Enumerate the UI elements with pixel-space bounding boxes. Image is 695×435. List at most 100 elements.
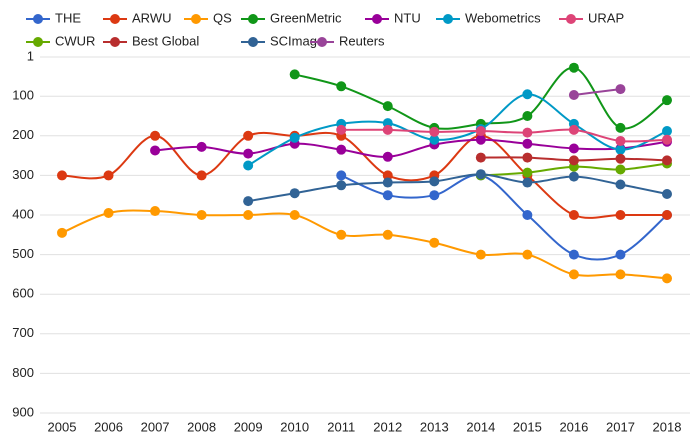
y-tick-label: 700	[12, 325, 34, 340]
x-tick-label: 2013	[420, 419, 449, 434]
data-point	[615, 135, 626, 146]
data-point	[615, 144, 626, 155]
data-point	[382, 101, 393, 112]
data-point	[522, 138, 533, 149]
data-point	[103, 208, 114, 219]
x-tick-label: 2008	[187, 419, 216, 434]
data-point	[568, 124, 579, 135]
series-line	[155, 138, 668, 158]
y-tick-label: 500	[12, 246, 34, 261]
data-point	[57, 227, 67, 238]
legend-label: Best Global	[132, 33, 199, 48]
data-point	[662, 95, 672, 106]
data-point	[150, 145, 161, 156]
x-tick-label: 2014	[466, 419, 495, 434]
data-point	[475, 152, 486, 163]
x-tick-label: 2016	[559, 419, 588, 434]
legend-swatch	[33, 37, 43, 47]
data-point	[522, 210, 533, 221]
legend-swatch	[443, 14, 453, 24]
x-tick-label: 2005	[48, 419, 77, 434]
legend-swatch	[33, 14, 43, 24]
legend-swatch	[372, 14, 382, 24]
data-point	[289, 210, 300, 221]
data-point	[662, 155, 672, 166]
x-tick-label: 2006	[94, 419, 123, 434]
data-point	[662, 273, 672, 284]
data-point	[522, 249, 533, 260]
data-point	[615, 179, 626, 190]
series	[568, 84, 626, 101]
data-point	[336, 81, 347, 92]
data-point	[429, 176, 440, 187]
legend-item: THE	[26, 10, 81, 25]
y-tick-label: 900	[12, 404, 34, 419]
legend-swatch	[191, 14, 201, 24]
data-point	[568, 143, 579, 154]
y-tick-label: 100	[12, 88, 34, 103]
legend-label: ARWU	[132, 10, 171, 25]
data-point	[615, 153, 626, 164]
data-point	[336, 170, 347, 181]
data-point	[615, 269, 626, 280]
data-point	[382, 229, 393, 240]
data-point	[243, 148, 254, 159]
data-point	[57, 170, 67, 181]
legend-swatch	[566, 14, 576, 24]
data-point	[150, 206, 161, 217]
legend-label: SCImago	[270, 33, 324, 48]
data-point	[382, 170, 393, 181]
data-point	[522, 177, 533, 188]
data-point	[568, 155, 579, 166]
series-line	[247, 173, 668, 203]
series	[336, 124, 672, 146]
data-point	[243, 160, 254, 171]
series	[57, 206, 672, 284]
data-point	[475, 249, 486, 260]
data-point	[522, 152, 533, 163]
legend-swatch	[248, 37, 258, 47]
data-point	[475, 126, 486, 137]
legend-item: Reuters	[310, 33, 385, 48]
data-point	[336, 180, 347, 191]
series-line	[247, 93, 668, 167]
x-tick-label: 2017	[606, 419, 635, 434]
data-point	[568, 90, 579, 101]
data-point	[382, 151, 393, 162]
legend-swatch	[110, 14, 120, 24]
legend-label: QS	[213, 10, 232, 25]
series	[475, 152, 672, 166]
data-point	[103, 170, 114, 181]
data-point	[243, 210, 254, 221]
y-tick-label: 1	[27, 48, 34, 63]
data-point	[289, 132, 300, 143]
data-point	[475, 134, 486, 145]
data-point	[615, 84, 626, 95]
data-point	[522, 89, 533, 100]
data-point	[568, 269, 579, 280]
legend-item: CWUR	[26, 33, 95, 48]
data-point	[243, 130, 254, 141]
legend-item: URAP	[559, 10, 624, 25]
data-point	[289, 188, 300, 199]
legend-label: Webometrics	[465, 10, 541, 25]
data-point	[615, 164, 626, 175]
series	[243, 169, 672, 207]
data-point	[336, 124, 347, 135]
x-tick-label: 2010	[280, 419, 309, 434]
legend-item: GreenMetric	[241, 10, 342, 25]
data-point	[196, 210, 207, 221]
data-point	[568, 171, 579, 182]
legend-label: GreenMetric	[270, 10, 342, 25]
data-point	[615, 249, 626, 260]
data-point	[196, 170, 207, 181]
legend-item: SCImago	[241, 33, 324, 48]
data-point	[662, 134, 672, 145]
data-point	[243, 196, 254, 207]
legend-label: URAP	[588, 10, 624, 25]
data-point	[429, 190, 440, 201]
data-point	[568, 210, 579, 221]
y-tick-label: 300	[12, 167, 34, 182]
data-point	[289, 69, 300, 80]
